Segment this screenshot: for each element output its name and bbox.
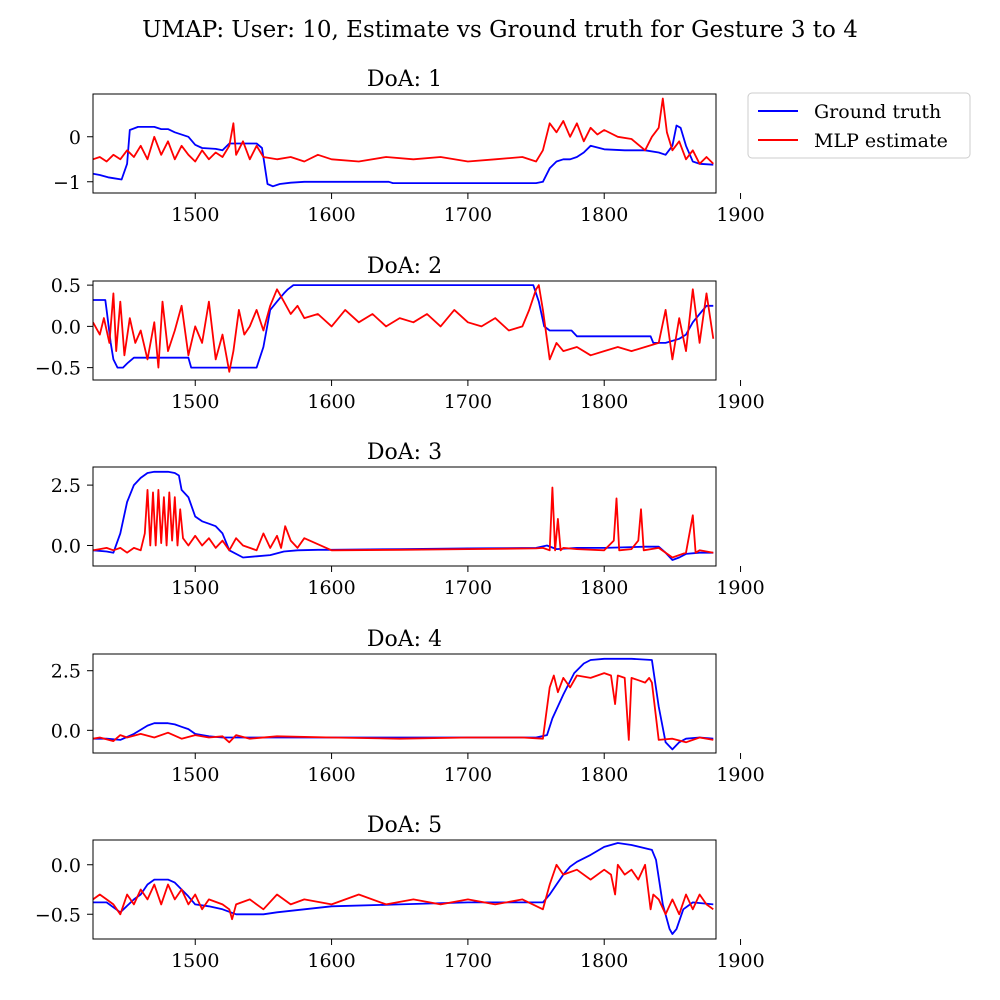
subplot-doa-1: DoA: 1 1500 1600 1700 1800 1900 0 −1	[53, 67, 765, 226]
x-tick-label: 1700	[444, 391, 492, 413]
x-tick-label: 1500	[171, 391, 219, 413]
series-line-ground-truth	[93, 657, 714, 751]
x-tick-label: 1600	[307, 391, 355, 413]
x-tick-label: 1600	[307, 577, 355, 599]
y-tick-label: −0.5	[35, 904, 81, 926]
series-group	[93, 97, 714, 188]
y-tick-label: −1	[53, 172, 81, 194]
y-tick-label: 0.0	[51, 720, 81, 742]
series-line-ground-truth	[93, 470, 714, 561]
legend: Ground truth MLP estimate	[747, 92, 971, 159]
x-tick-label: 1900	[716, 764, 764, 786]
plot-frame	[92, 93, 717, 194]
plot-frame	[92, 280, 717, 381]
y-tick-label: 0.5	[51, 275, 81, 297]
x-tick-label: 1900	[716, 577, 764, 599]
series-line-ground-truth	[93, 842, 714, 935]
x-tick-label: 1800	[580, 204, 628, 226]
y-tick-label: 0.0	[51, 535, 81, 557]
series-group	[93, 284, 715, 373]
x-tick-label: 1600	[307, 764, 355, 786]
series-line-mlp-estimate	[93, 672, 714, 744]
series-line-mlp-estimate	[93, 486, 714, 559]
x-tick-label: 1600	[307, 204, 355, 226]
series-line-mlp-estimate	[93, 97, 714, 165]
x-tick-label: 1800	[580, 391, 628, 413]
series-line-ground-truth	[93, 124, 714, 188]
subplot-doa-5: DoA: 5 1500 1600 1700 1800 1900 0.0 −0.5	[35, 813, 765, 972]
x-tick-label: 1500	[171, 950, 219, 972]
x-tick-label: 1500	[171, 764, 219, 786]
series-line-mlp-estimate	[93, 863, 714, 921]
subplot-title: DoA: 1	[367, 67, 442, 92]
y-tick-label: 0.0	[51, 316, 81, 338]
series-group	[93, 842, 714, 935]
series-group	[93, 470, 714, 561]
x-tick-label: 1900	[716, 391, 764, 413]
x-tick-label: 1800	[580, 950, 628, 972]
plot-frame	[92, 466, 717, 567]
legend-label-ground-truth: Ground truth	[814, 101, 941, 123]
legend-label-mlp-estimate: MLP estimate	[814, 130, 948, 152]
x-tick-label: 1700	[444, 577, 492, 599]
subplot-title: DoA: 5	[367, 813, 442, 838]
subplot-title: DoA: 3	[367, 440, 442, 465]
x-tick-label: 1700	[444, 950, 492, 972]
legend-frame	[747, 92, 971, 159]
y-tick-label: 2.5	[51, 475, 81, 497]
x-tick-label: 1900	[716, 950, 764, 972]
x-tick-label: 1800	[580, 577, 628, 599]
x-tick-label: 1700	[444, 764, 492, 786]
series-line-ground-truth	[93, 284, 714, 369]
subplot-doa-3: DoA: 3 1500 1600 1700 1800 1900 2.5 0.0	[51, 440, 765, 599]
x-tick-label: 1500	[171, 577, 219, 599]
series-line-mlp-estimate	[93, 284, 715, 373]
x-tick-label: 1500	[171, 204, 219, 226]
subplot-panels: DoA: 1 1500 1600 1700 1800 1900 0 −1 DoA: 2 1500 1…	[35, 67, 765, 972]
subplot-title: DoA: 4	[367, 627, 442, 652]
series-group	[93, 657, 714, 751]
y-tick-label: 0	[69, 127, 81, 149]
x-tick-label: 1800	[580, 764, 628, 786]
figure-suptitle: UMAP: User: 10, Estimate vs Ground truth…	[142, 17, 858, 43]
subplot-doa-2: DoA: 2 1500 1600 1700 1800 1900 0.5 0.0 −0.5	[35, 254, 765, 413]
x-tick-label: 1900	[716, 204, 764, 226]
y-tick-label: 0.0	[51, 855, 81, 877]
x-tick-label: 1700	[444, 204, 492, 226]
plot-frame	[92, 839, 717, 940]
y-tick-label: −0.5	[35, 358, 81, 380]
plot-frame	[92, 653, 717, 754]
y-tick-label: 2.5	[51, 661, 81, 683]
subplot-doa-4: DoA: 4 1500 1600 1700 1800 1900 2.5 0.0	[51, 627, 765, 786]
x-tick-label: 1600	[307, 950, 355, 972]
subplot-title: DoA: 2	[367, 254, 442, 279]
